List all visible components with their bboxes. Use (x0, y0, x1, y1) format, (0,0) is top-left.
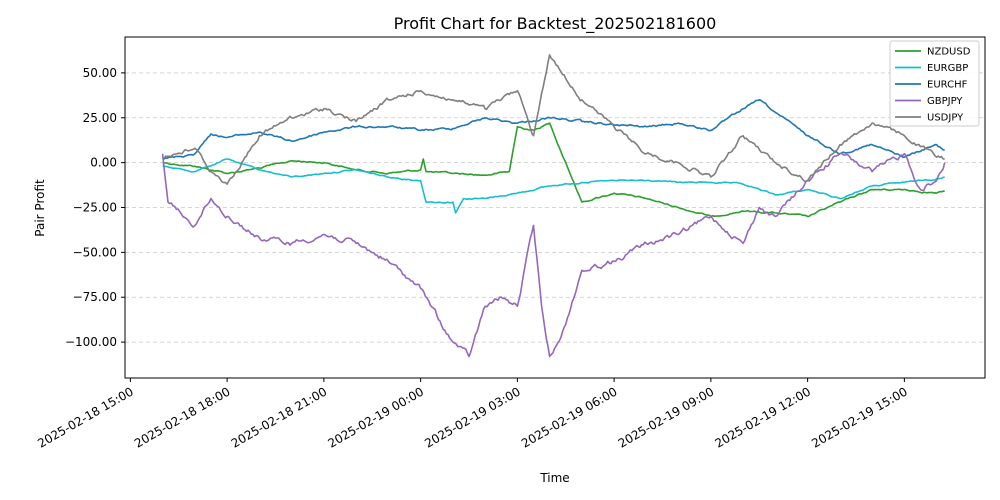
legend-label: EURGBP (927, 63, 968, 74)
y-tick-label: 50.00 (83, 66, 117, 80)
x-tick-label: 2025-02-18 21:00 (229, 384, 330, 450)
x-axis-label: Time (539, 471, 569, 485)
y-tick-label: −50.00 (73, 245, 117, 259)
y-tick-label: 0.00 (90, 156, 117, 170)
series-line-eurgbp (162, 158, 945, 214)
legend: NZDUSD EURGBP EURCHF GBPJPY USDJPY (889, 40, 980, 127)
series-line-usdjpy (162, 54, 945, 185)
series-line-eurchf (162, 99, 945, 160)
x-tick-label: 2025-02-19 15:00 (809, 384, 910, 450)
x-tick-label: 2025-02-18 18:00 (132, 384, 233, 450)
y-tick-label: −25.00 (73, 201, 117, 215)
y-tick-label: 25.00 (83, 111, 117, 125)
chart-title: Profit Chart for Backtest_202502181600 (394, 14, 717, 34)
y-axis: 50.00 25.00 0.00 −25.00 −50.00 −75.00 −100.00 (65, 66, 125, 349)
x-tick-label: 2025-02-19 12:00 (712, 384, 813, 450)
x-tick-label: 2025-02-19 06:00 (519, 384, 620, 450)
series-layer (161, 54, 946, 358)
x-tick-label: 2025-02-19 09:00 (616, 384, 717, 450)
series-line-nzdusd (162, 122, 945, 218)
x-tick-label: 2025-02-19 03:00 (422, 384, 523, 450)
legend-label: USDJPY (927, 113, 964, 124)
legend-label: GBPJPY (927, 96, 963, 107)
y-tick-label: −100.00 (65, 335, 117, 349)
legend-box (889, 40, 980, 127)
x-tick-label: 2025-02-19 00:00 (325, 384, 426, 450)
y-tick-label: −75.00 (73, 290, 117, 304)
x-tick-label: 2025-02-18 15:00 (35, 384, 136, 450)
series-line-gbpjpy (161, 152, 946, 358)
y-axis-label: Pair Profit (33, 179, 47, 237)
legend-label: EURCHF (927, 80, 968, 91)
legend-label: NZDUSD (927, 47, 971, 58)
y-gridlines (125, 72, 985, 343)
